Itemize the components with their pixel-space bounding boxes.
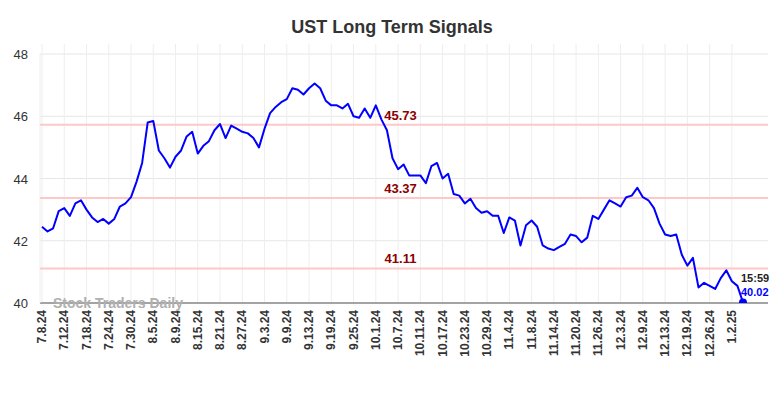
x-tick-label: 9.19.24 <box>324 310 338 350</box>
last-time: 15:59 <box>741 272 769 284</box>
y-grid-line <box>40 54 768 55</box>
y-tick-label: 40 <box>14 296 28 311</box>
y-tick-label: 44 <box>14 172 28 187</box>
x-tick-label: 9.3.24 <box>258 310 272 344</box>
x-grid-line <box>242 44 243 303</box>
x-tick-label: 8.27.24 <box>235 310 249 350</box>
x-grid-line <box>375 44 376 303</box>
title: UST Long Term Signals <box>291 17 493 37</box>
x-tick-label: 8.15.24 <box>191 310 205 350</box>
y-tick-label: 48 <box>14 47 28 62</box>
x-grid-line <box>576 44 577 303</box>
x-tick-label: 9.9.24 <box>280 310 294 344</box>
x-tick-label: 12.19.24 <box>680 310 694 357</box>
last-value: 40.02 <box>741 286 769 298</box>
x-tick-label: 10.1.24 <box>369 310 383 350</box>
y-grid-line <box>40 178 768 179</box>
watermark: Stock Traders Daily <box>53 295 183 311</box>
x-grid-line <box>598 44 599 303</box>
x-grid-line <box>620 44 621 303</box>
x-grid-line <box>731 44 732 303</box>
x-tick-label: 7.8.24 <box>35 310 49 344</box>
x-grid-line <box>286 44 287 303</box>
x-grid-line <box>442 44 443 303</box>
x-tick-label: 12.3.24 <box>614 310 628 350</box>
price-line <box>42 84 743 303</box>
x-tick-label: 11.20.24 <box>569 310 583 356</box>
x-tick-label: 10.29.24 <box>480 310 494 357</box>
x-grid-line <box>220 44 221 303</box>
x-tick-label: 7.18.24 <box>80 310 94 350</box>
x-grid-line <box>131 44 132 303</box>
x-grid-line <box>42 44 43 303</box>
reference-label: 41.11 <box>385 251 417 266</box>
x-grid-line <box>487 44 488 303</box>
reference-line <box>40 124 768 126</box>
x-grid-line <box>175 44 176 303</box>
x-tick-label: 8.5.24 <box>146 310 160 344</box>
x-tick-label: 10.11.24 <box>413 310 427 356</box>
x-grid-line <box>309 44 310 303</box>
x-tick-label: 9.25.24 <box>347 310 361 350</box>
x-tick-label: 11.8.24 <box>525 310 539 350</box>
x-grid-line <box>86 44 87 303</box>
x-grid-line <box>553 44 554 303</box>
x-tick-label: 10.17.24 <box>436 310 450 357</box>
x-tick-label: 12.9.24 <box>636 310 650 350</box>
y-tick-label: 42 <box>14 234 28 249</box>
x-tick-label: 10.7.24 <box>391 310 405 350</box>
reference-line <box>40 267 768 269</box>
x-tick-label: 8.9.24 <box>169 310 183 344</box>
x-tick-label: 8.21.24 <box>213 310 227 350</box>
x-tick-label: 7.12.24 <box>57 310 71 350</box>
reference-label: 43.37 <box>384 181 417 196</box>
x-grid-line <box>331 44 332 303</box>
x-tick-label: 9.13.24 <box>302 310 316 350</box>
x-grid-line <box>420 44 421 303</box>
x-grid-line <box>108 44 109 303</box>
y-tick-label: 46 <box>14 109 28 124</box>
y-grid-line <box>40 240 768 241</box>
x-grid-line <box>353 44 354 303</box>
last-point <box>739 298 747 303</box>
x-tick-label: 12.26.24 <box>703 310 717 357</box>
reference-line <box>40 197 768 199</box>
x-tick-label: 7.24.24 <box>102 310 116 350</box>
x-tick-label: 11.4.24 <box>502 310 516 350</box>
x-grid-line <box>665 44 666 303</box>
x-tick-label: 11.14.24 <box>547 310 561 356</box>
x-tick-label: 11.26.24 <box>591 310 605 356</box>
x-grid-line <box>464 44 465 303</box>
x-grid-line <box>642 44 643 303</box>
x-grid-line <box>531 44 532 303</box>
y-axis-line <box>40 54 41 303</box>
x-grid-line <box>709 44 710 303</box>
x-grid-line <box>264 44 265 303</box>
background <box>0 0 784 398</box>
plot-area <box>42 84 747 303</box>
chart: UST Long Term Signals 40 42 44 46 48 7.8.24 7.1… <box>0 0 784 398</box>
x-tick-label: 7.30.24 <box>124 310 138 350</box>
x-grid-line <box>509 44 510 303</box>
x-grid-line <box>153 44 154 303</box>
reference-label: 45.73 <box>384 108 417 123</box>
x-tick-label: 1.2.25 <box>725 310 739 344</box>
x-grid-line <box>64 44 65 303</box>
x-grid-line <box>197 44 198 303</box>
x-tick-label: 10.23.24 <box>458 310 472 357</box>
x-tick-label: 12.13.24 <box>658 310 672 357</box>
